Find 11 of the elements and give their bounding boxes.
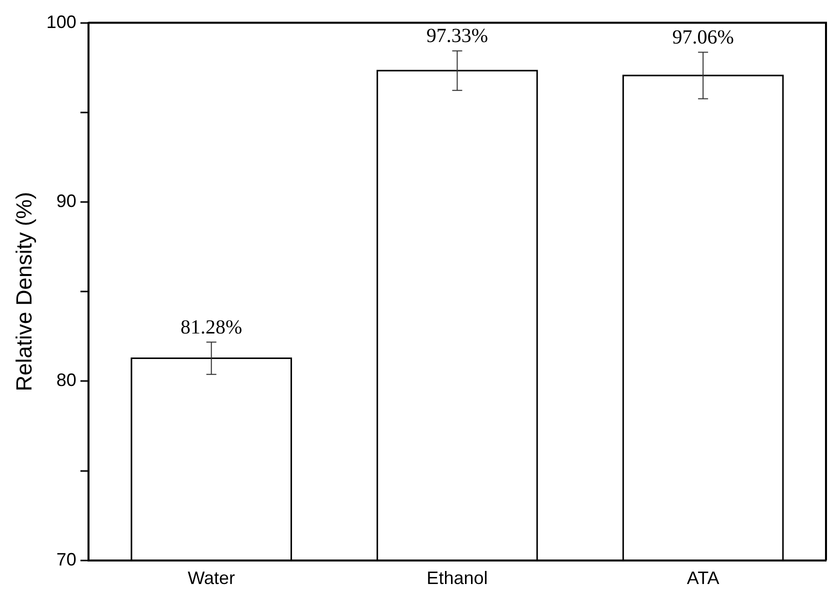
data-label: 97.33%: [426, 25, 488, 48]
data-label: 81.28%: [180, 316, 242, 338]
y-tick-label: 80: [56, 370, 76, 390]
x-tick-label: ATA: [686, 568, 720, 588]
x-tick-label: Ethanol: [426, 568, 488, 588]
y-tick-label: 90: [56, 190, 76, 211]
y-axis-title: Relative Density (%): [11, 192, 36, 392]
y-tick-label: 100: [46, 12, 76, 32]
y-tick-label: 70: [56, 549, 76, 570]
data-label: 97.06%: [672, 26, 734, 48]
x-tick-label: Water: [188, 568, 236, 588]
